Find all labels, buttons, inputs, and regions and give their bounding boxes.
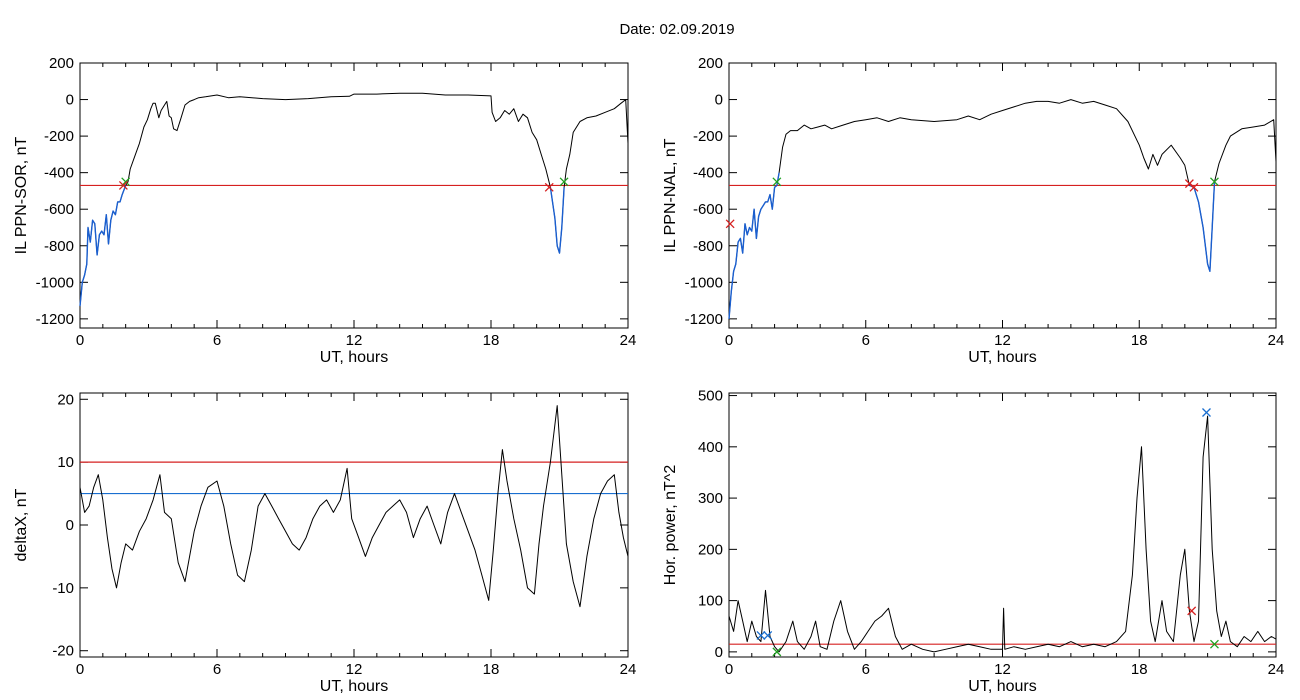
x-tick-label: 6 bbox=[862, 661, 870, 678]
event-marker-stroke bbox=[1210, 177, 1219, 187]
x-axis-label: UT, hours bbox=[320, 678, 388, 695]
x-tick-label: 24 bbox=[620, 661, 637, 678]
y-tick-label: 10 bbox=[57, 454, 74, 471]
y-tick-label: -1000 bbox=[36, 274, 74, 291]
x-tick-label: 12 bbox=[994, 661, 1011, 678]
event-marker-stroke bbox=[763, 631, 773, 640]
plot-frame bbox=[728, 62, 1277, 329]
event-marker bbox=[1210, 177, 1219, 187]
x-tick-label: 12 bbox=[346, 661, 363, 678]
x-tick-label: 6 bbox=[213, 661, 221, 678]
series-line bbox=[79, 405, 629, 608]
y-axis-label: IL PPN-SOR, nT bbox=[13, 136, 30, 254]
event-marker-stroke bbox=[1189, 182, 1199, 192]
x-tick-label: 18 bbox=[483, 661, 500, 678]
y-tick-label: -1200 bbox=[685, 311, 723, 328]
event-marker-stroke bbox=[1202, 408, 1211, 417]
event-marker-stroke bbox=[725, 219, 735, 229]
event-marker-stroke bbox=[559, 177, 569, 187]
event-marker-stroke bbox=[118, 180, 128, 190]
y-tick-label: -10 bbox=[52, 580, 74, 597]
y-tick-label: -800 bbox=[44, 238, 74, 255]
y-tick-label: 0 bbox=[715, 92, 723, 109]
plot-frame bbox=[728, 392, 1277, 658]
event-marker-stroke bbox=[772, 177, 782, 187]
event-marker-stroke bbox=[1184, 179, 1194, 189]
event-marker bbox=[118, 180, 128, 190]
x-tick-label: 0 bbox=[76, 332, 84, 349]
event-marker-stroke bbox=[756, 631, 766, 640]
x-tick-label: 12 bbox=[346, 332, 363, 349]
y-tick-label: 100 bbox=[698, 593, 723, 610]
y-axis-label: IL PPN-NAL, nT bbox=[662, 138, 679, 252]
x-axis-label: UT, hours bbox=[320, 349, 388, 366]
x-tick-label: 24 bbox=[1268, 332, 1285, 349]
figure-title: Date: 02.09.2019 bbox=[619, 21, 734, 38]
series-line bbox=[79, 92, 629, 307]
x-axis-label: UT, hours bbox=[968, 678, 1036, 695]
y-tick-label: -1200 bbox=[36, 311, 74, 328]
panel-il-sor: 0 6 12 18 24 200 0 -200 -400 -600 -800 -1000 -1200 UT… bbox=[13, 55, 636, 366]
y-tick-label: 200 bbox=[698, 55, 723, 72]
event-marker bbox=[1187, 606, 1197, 616]
x-tick-label: 0 bbox=[76, 661, 84, 678]
event-marker bbox=[772, 177, 782, 187]
event-marker bbox=[559, 177, 569, 187]
y-tick-label: -200 bbox=[44, 128, 74, 145]
event-marker-stroke bbox=[544, 182, 554, 192]
y-tick-label: 0 bbox=[66, 92, 74, 109]
y-tick-label: -600 bbox=[693, 201, 723, 218]
highlight-segment bbox=[79, 185, 127, 307]
event-marker-stroke bbox=[1210, 639, 1219, 649]
panel-hor-power: 0 6 12 18 24 500 400 300 200 100 0 UT, hours Hor. po… bbox=[662, 388, 1284, 695]
panel-deltax: 0 6 12 18 24 20 10 0 -10 -20 UT, hours deltaX, nT bbox=[13, 391, 636, 695]
series-line bbox=[728, 99, 1277, 319]
y-tick-label: 400 bbox=[698, 439, 723, 456]
event-marker bbox=[544, 182, 554, 192]
event-marker bbox=[756, 631, 766, 640]
x-axis-label: UT, hours bbox=[968, 349, 1036, 366]
event-marker bbox=[725, 219, 735, 229]
x-tick-label: 18 bbox=[1131, 661, 1148, 678]
y-tick-label: -400 bbox=[693, 165, 723, 182]
highlight-segment bbox=[549, 187, 565, 254]
x-tick-label: 18 bbox=[1131, 332, 1148, 349]
y-axis-label: deltaX, nT bbox=[13, 488, 30, 561]
event-marker bbox=[772, 647, 782, 657]
highlight-segment bbox=[728, 172, 780, 319]
event-marker bbox=[1210, 639, 1219, 649]
x-tick-label: 24 bbox=[620, 332, 637, 349]
highlight-segment bbox=[1189, 181, 1216, 272]
x-tick-label: 0 bbox=[725, 661, 733, 678]
event-marker-stroke bbox=[1187, 606, 1197, 616]
x-tick-label: 24 bbox=[1268, 661, 1285, 678]
panel-il-nal: 0 6 12 18 24 200 0 -200 -400 -600 -800 -1000 -1200 UT… bbox=[662, 55, 1284, 366]
y-axis-label: Hor. power, nT^2 bbox=[662, 465, 679, 586]
y-tick-label: -1000 bbox=[685, 274, 723, 291]
series-line bbox=[728, 415, 1277, 653]
y-tick-label: 0 bbox=[66, 517, 74, 534]
y-tick-label: -400 bbox=[44, 165, 74, 182]
x-tick-label: 6 bbox=[862, 332, 870, 349]
x-tick-label: 18 bbox=[483, 332, 500, 349]
y-tick-label: -200 bbox=[693, 128, 723, 145]
event-marker bbox=[1202, 408, 1211, 417]
x-tick-label: 6 bbox=[213, 332, 221, 349]
y-tick-label: -20 bbox=[52, 643, 74, 660]
y-tick-label: -600 bbox=[44, 201, 74, 218]
y-tick-label: -800 bbox=[693, 238, 723, 255]
y-tick-label: 500 bbox=[698, 388, 723, 405]
y-tick-label: 300 bbox=[698, 490, 723, 507]
y-tick-label: 200 bbox=[698, 541, 723, 558]
event-marker bbox=[763, 631, 773, 640]
y-tick-label: 200 bbox=[49, 55, 74, 72]
plot-frame bbox=[79, 62, 629, 329]
x-tick-label: 0 bbox=[725, 332, 733, 349]
x-tick-label: 12 bbox=[994, 332, 1011, 349]
event-marker-stroke bbox=[772, 647, 782, 657]
event-marker bbox=[1189, 182, 1199, 192]
y-tick-label: 0 bbox=[715, 644, 723, 661]
y-tick-label: 20 bbox=[57, 391, 74, 408]
